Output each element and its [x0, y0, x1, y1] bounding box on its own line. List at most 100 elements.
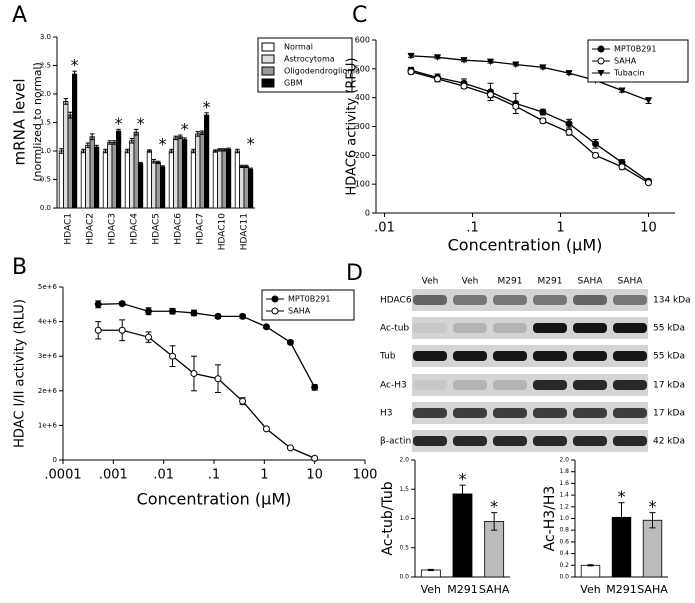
bar	[173, 137, 179, 209]
bar	[580, 564, 601, 578]
row-size: 134 kDa	[653, 296, 691, 306]
error-bar	[160, 165, 165, 169]
y-tick-label: 0	[365, 209, 370, 218]
blot-band	[413, 408, 447, 418]
data-point	[407, 52, 415, 60]
blot-band	[453, 323, 487, 333]
blot-band	[413, 351, 447, 361]
legend-label: MPT0B291	[288, 295, 330, 304]
blot-band	[493, 323, 527, 333]
row-label: Ac-tub	[380, 324, 409, 334]
blot-strip	[412, 374, 648, 396]
annotation: *	[459, 470, 467, 489]
annotation: *	[159, 134, 167, 153]
y-tick-label: 1.0	[399, 515, 409, 522]
data-point	[565, 120, 573, 128]
bar	[63, 101, 69, 209]
series-line	[98, 302, 316, 388]
data-point	[190, 370, 198, 377]
error-bar	[103, 148, 108, 154]
blot-band	[573, 380, 607, 390]
row-label: Tub	[379, 352, 396, 362]
bar	[181, 139, 188, 209]
error-bar	[200, 130, 205, 135]
bar	[159, 166, 166, 209]
blot-band	[493, 436, 527, 446]
row-size: 55 kDa	[653, 324, 685, 334]
data-point	[311, 383, 319, 391]
blot-band	[573, 408, 607, 418]
blot-band	[533, 380, 567, 390]
blot-band	[453, 436, 487, 446]
bar	[129, 140, 135, 209]
bar	[199, 132, 205, 209]
error-bar	[85, 142, 90, 149]
data-point	[118, 300, 126, 308]
blot-band	[613, 351, 647, 361]
y-tick-label: 1.8	[559, 468, 569, 475]
data-point	[239, 397, 247, 405]
data-point	[565, 128, 573, 136]
y-tick-label: 2.0	[40, 90, 51, 98]
data-point	[94, 326, 102, 334]
error-bar	[156, 160, 161, 165]
error-bar	[244, 164, 249, 169]
blot-band	[613, 295, 647, 305]
blot-band	[533, 408, 567, 418]
error-bar	[173, 135, 178, 141]
blot-band	[533, 295, 567, 305]
blot-band	[613, 408, 647, 418]
x-tick-label: HDAC4	[130, 213, 140, 245]
y-tick-label: 4e+6	[38, 318, 58, 326]
blot-band	[573, 351, 607, 361]
bar	[85, 144, 91, 209]
data-point	[169, 307, 177, 315]
row-label: Ac-H3	[380, 381, 407, 391]
data-point	[645, 97, 653, 105]
annotation: *	[649, 497, 657, 516]
blot-strip	[412, 402, 648, 424]
error-bar	[59, 148, 64, 154]
x-tick-label: 1	[260, 468, 268, 483]
x-tick-label: HDAC11	[240, 213, 250, 250]
y-tick-label: 1.4	[559, 492, 569, 499]
bar	[243, 165, 249, 209]
x-tick-label: HDAC10	[218, 213, 228, 251]
x-tick-label: HDAC1	[64, 213, 74, 245]
data-point	[565, 70, 573, 77]
y-tick-label: 500	[355, 64, 370, 73]
panel-letter: D	[346, 261, 363, 286]
data-point	[94, 300, 102, 308]
x-tick-label: Veh	[421, 583, 441, 596]
x-tick-label: 10	[640, 221, 657, 236]
row-label: H3	[380, 409, 393, 419]
legend-swatch	[261, 54, 275, 64]
data-point	[539, 108, 547, 116]
error-bar	[204, 112, 209, 118]
bar	[146, 150, 152, 209]
error-bar	[226, 147, 231, 151]
y-tick-label: 0.0	[559, 574, 569, 581]
x-tick-label: HDAC3	[108, 213, 118, 245]
bar	[212, 150, 218, 209]
data-point	[618, 87, 626, 94]
data-point	[460, 57, 468, 64]
y-axis-subtitle: (normlized to normal)	[31, 62, 44, 182]
blot-band	[493, 408, 527, 418]
bar	[111, 142, 117, 209]
bar	[642, 519, 663, 578]
bar	[102, 150, 108, 209]
error-bar	[459, 484, 466, 504]
data-point	[460, 82, 468, 90]
bar	[137, 163, 144, 209]
y-axis-title: mRNA level	[11, 79, 29, 166]
y-tick-label: 0.0	[40, 204, 51, 212]
x-tick-label: M291	[447, 583, 478, 596]
bar	[124, 150, 130, 209]
blot-band	[493, 351, 527, 361]
y-tick-label: 0.8	[559, 527, 569, 534]
blot-strip	[412, 317, 648, 339]
x-axis-title: Concentration (μM)	[137, 490, 292, 509]
x-tick-label: M291	[606, 583, 637, 596]
y-tick-label: 1e+6	[38, 421, 58, 429]
